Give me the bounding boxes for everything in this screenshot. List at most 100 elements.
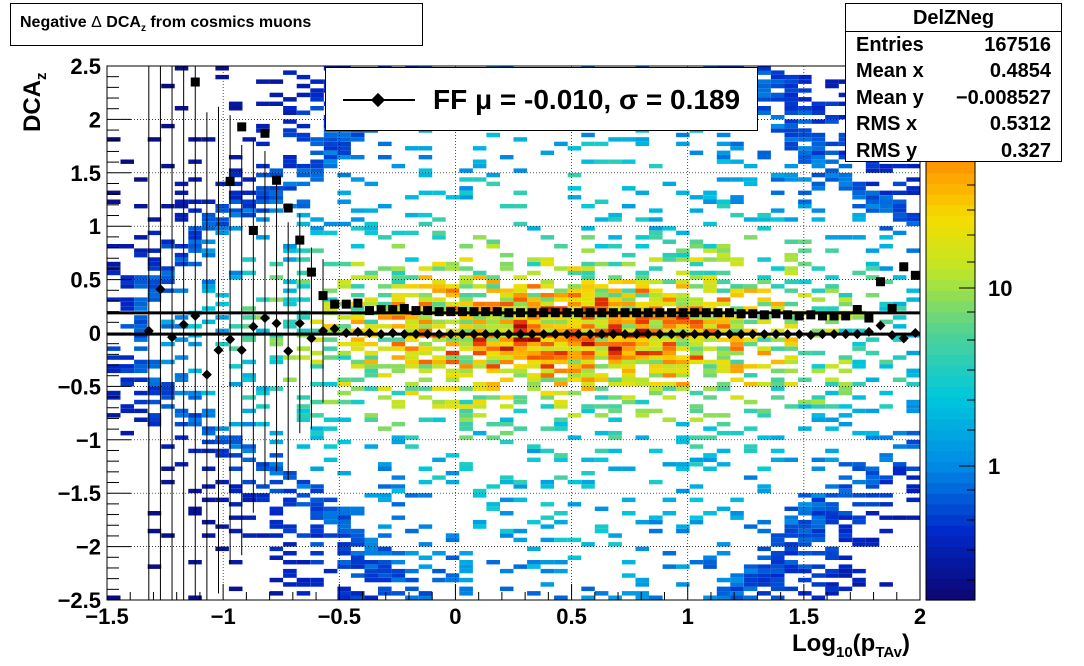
heatmap-cell (323, 382, 338, 387)
mean-marker (736, 329, 747, 340)
heatmap-cell (554, 426, 568, 431)
heatmap-cell (540, 377, 555, 382)
heatmap-cell (581, 382, 595, 387)
heatmap-cell (811, 110, 826, 115)
heatmap-cell (811, 497, 826, 503)
heatmap-cell (472, 395, 487, 400)
heatmap-cell (256, 79, 270, 84)
heatmap-cell (784, 79, 798, 84)
heatmap-cell (364, 230, 378, 236)
heatmap-cell (784, 146, 798, 151)
heatmap-cell (310, 430, 324, 436)
heatmap-cell (689, 150, 704, 155)
heatmap-cell (500, 479, 514, 485)
mean-marker (875, 320, 886, 331)
heatmap-cell (310, 497, 324, 503)
heatmap-cell (825, 519, 839, 525)
mean-marker (678, 329, 689, 340)
heatmap-cell (134, 306, 148, 311)
heatmap-cell (364, 350, 378, 356)
heatmap-cell (594, 386, 609, 391)
heatmap-cell (500, 324, 514, 329)
heatmap-cell (283, 110, 297, 115)
heatmap-cell (838, 301, 853, 307)
heatmap-cell (283, 279, 297, 285)
sigma-marker (376, 305, 386, 315)
heatmap-cell (459, 462, 473, 467)
heatmap-cell (418, 595, 433, 600)
heatmap-cell (743, 341, 758, 347)
heatmap-cell (337, 284, 351, 289)
heatmap-cell (825, 306, 839, 311)
heatmap-cell (784, 288, 798, 293)
sigma-marker (225, 176, 235, 186)
heatmap-cell (716, 382, 731, 387)
heatmap-cell (852, 195, 866, 200)
heatmap-cell (716, 288, 731, 293)
heatmap-cell (405, 359, 419, 365)
heatmap-cell (689, 208, 704, 213)
heatmap-cell (567, 186, 582, 191)
heatmap-cell (730, 212, 744, 218)
heatmap-cell (486, 319, 500, 325)
heatmap-cell (540, 448, 555, 454)
heatmap-cell (378, 466, 392, 471)
heatmap-cell (770, 448, 785, 454)
heatmap-cell (730, 591, 744, 596)
heatmap-cell (364, 444, 378, 449)
sigma-marker (527, 308, 537, 318)
sigma-marker (411, 306, 421, 316)
heatmap-cell (730, 359, 744, 365)
heatmap-cell (500, 204, 514, 209)
heatmap-cell (147, 417, 162, 422)
heatmap-cell (892, 337, 907, 342)
heatmap-cell (459, 399, 473, 405)
heatmap-cell (892, 306, 907, 311)
heatmap-cell (147, 413, 162, 418)
heatmap-cell (500, 368, 514, 374)
heatmap-cell (513, 221, 528, 227)
heatmap-cell (662, 564, 677, 569)
heatmap-cell (445, 404, 460, 409)
heatmap-cell (757, 528, 771, 534)
heatmap-cell (350, 177, 365, 182)
heatmap-cell (445, 471, 460, 476)
heatmap-cell (770, 83, 785, 89)
heatmap-cell (445, 288, 460, 293)
heatmap-cell (730, 177, 744, 182)
heatmap-cell (689, 346, 704, 351)
heatmap-cell (838, 422, 853, 427)
palette-band (926, 343, 975, 355)
heatmap-cell (527, 226, 541, 231)
mean-marker (318, 325, 329, 336)
heatmap-cell (134, 364, 148, 369)
heatmap-cell (649, 346, 663, 351)
heatmap-cell (743, 181, 758, 187)
heatmap-cell (716, 506, 731, 511)
heatmap-cell (201, 439, 216, 445)
heatmap-cell (649, 208, 663, 213)
heatmap-cell (581, 479, 595, 485)
heatmap-cell (256, 533, 270, 538)
x-tick-label: 1.5 (789, 604, 820, 629)
heatmap-cell (906, 163, 920, 169)
heatmap-cell (201, 413, 216, 418)
mean-marker (840, 329, 851, 340)
heatmap-cell (418, 284, 433, 289)
heatmap-cell (418, 319, 433, 325)
heatmap-cell (784, 346, 798, 351)
heatmap-cell (459, 346, 473, 351)
heatmap-cell (879, 475, 893, 480)
heatmap-cell (378, 551, 392, 556)
heatmap-cell (825, 426, 839, 431)
heatmap-cell (554, 297, 568, 302)
heatmap-cell (527, 591, 541, 596)
heatmap-cell (174, 66, 189, 71)
heatmap-cell (798, 502, 812, 507)
heatmap-cell (594, 346, 609, 351)
y-axis-label-main: DCA (19, 80, 46, 132)
heatmap-cell (445, 266, 460, 271)
heatmap-cell (107, 595, 121, 600)
heatmap-cell (703, 288, 717, 293)
sigma-marker (910, 270, 920, 280)
